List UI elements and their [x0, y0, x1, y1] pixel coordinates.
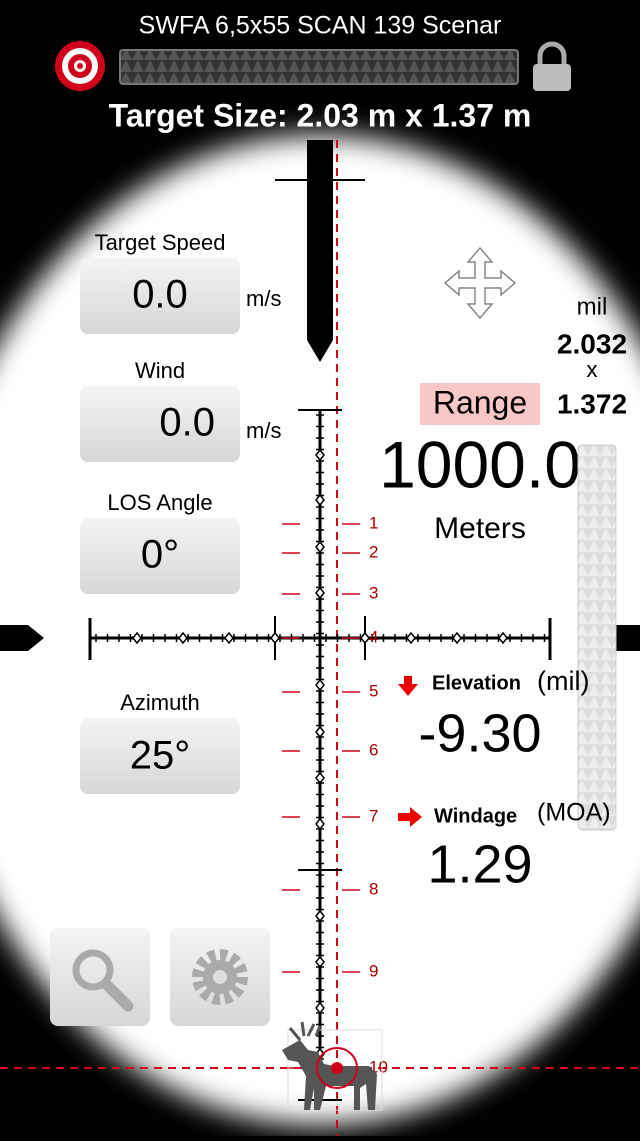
input-label: LOS Angle	[107, 490, 212, 515]
reticle-dot	[360, 631, 370, 645]
reticle-dot	[315, 448, 325, 462]
elevation-value: -9.30	[418, 703, 541, 763]
reticle-dot	[406, 631, 416, 645]
input-label: Target Speed	[95, 230, 226, 255]
drop-label: 4	[369, 627, 378, 646]
profile-slider[interactable]	[119, 49, 519, 85]
input-value: 25°	[130, 734, 191, 778]
range-value: 1000.0	[379, 427, 581, 501]
input-unit: m/s	[246, 418, 281, 443]
reticle-dot	[132, 631, 142, 645]
target-size: Target Size: 2.03 m x 1.37 m	[109, 97, 532, 133]
reticle-dot	[270, 631, 280, 645]
range-button[interactable]	[420, 383, 540, 425]
windage-arrow	[398, 807, 422, 827]
profile-title: SWFA 6,5x55 SCAN 139 Scenar	[139, 12, 502, 40]
input-box[interactable]	[80, 518, 240, 594]
drop-label: 9	[369, 961, 378, 980]
lock-icon[interactable]	[533, 41, 571, 91]
left-arrow	[0, 625, 44, 651]
range-unit: Meters	[434, 512, 526, 545]
input-label: Azimuth	[120, 690, 199, 715]
mil-height: 1.372	[557, 388, 627, 419]
reticle-dot	[315, 493, 325, 507]
elevation-unit: (mil)	[537, 666, 589, 696]
reticle-dot	[452, 631, 462, 645]
zoom-button[interactable]	[50, 928, 150, 1026]
drop-label: 7	[369, 806, 378, 825]
input-value: 0.0	[159, 401, 215, 445]
drop-label: 6	[369, 740, 378, 759]
target-icon[interactable]	[55, 41, 105, 91]
input-unit: m/s	[246, 286, 281, 311]
reticle-dot	[315, 586, 325, 600]
mil-unit: mil	[577, 293, 608, 320]
input-value: 0.0	[132, 273, 188, 317]
drop-label: 2	[369, 542, 378, 561]
input-value: 0°	[141, 533, 179, 577]
drop-label: 1	[369, 513, 378, 532]
elevation-label: Elevation	[432, 672, 521, 694]
input-box[interactable]	[80, 258, 240, 334]
mil-width: 2.032	[557, 328, 627, 359]
range-label: Range	[433, 384, 527, 420]
reticle-dot	[224, 631, 234, 645]
input-label: Wind	[135, 358, 185, 383]
windage-value: 1.29	[427, 834, 532, 894]
windage-label: Windage	[434, 805, 517, 827]
drop-label: 3	[369, 583, 378, 602]
move-icon[interactable]	[443, 246, 517, 320]
settings-button[interactable]	[170, 928, 270, 1026]
elk-target	[282, 1021, 383, 1111]
mil-separator: x	[587, 357, 598, 382]
reticle-dot	[315, 540, 325, 554]
input-box[interactable]	[80, 386, 240, 462]
windage-unit: (MOA)	[537, 799, 611, 827]
reticle-dot	[178, 631, 188, 645]
drop-label: 8	[369, 879, 378, 898]
reticle-dot	[315, 678, 325, 692]
drop-label: 5	[369, 681, 378, 700]
range-slider[interactable]	[577, 444, 617, 831]
input-box[interactable]	[80, 718, 240, 794]
elevation-arrow	[398, 676, 418, 696]
reticle-dot	[498, 631, 508, 645]
